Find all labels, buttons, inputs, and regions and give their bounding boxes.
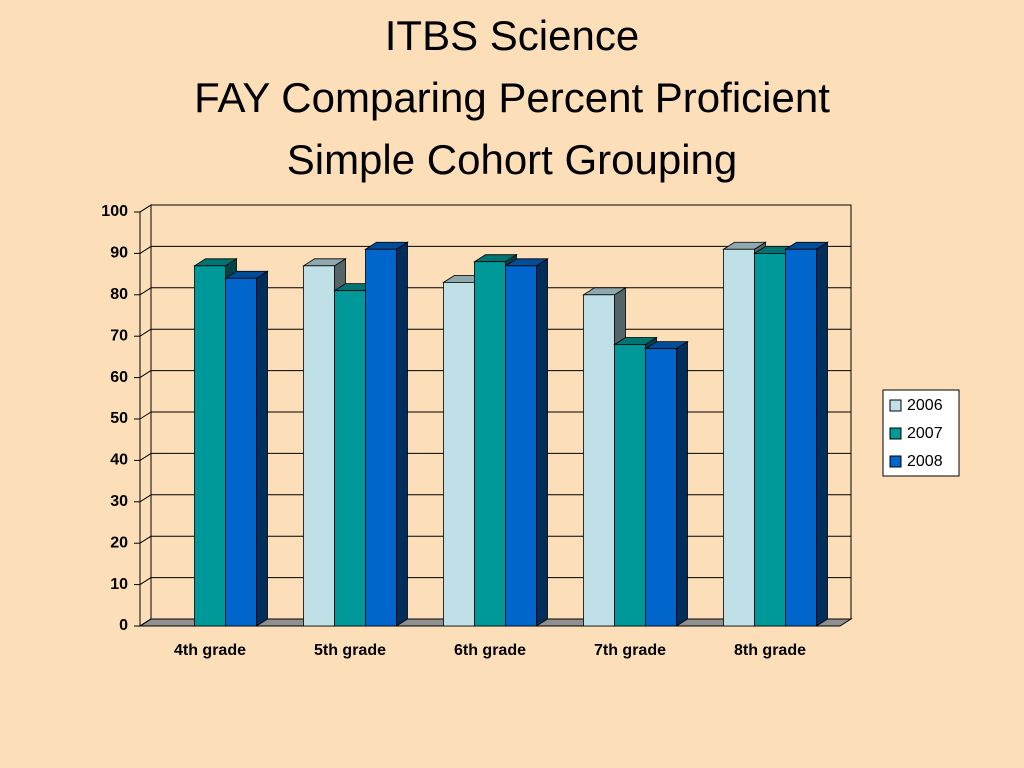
y-tick-label: 50 [110,410,128,427]
bar [785,248,817,627]
y-tick-label: 100 [101,203,128,220]
chart-title: FAY Comparing Percent Proficient [194,74,830,121]
bar [723,248,755,627]
bar-side [396,241,408,627]
legend-label: 2007 [907,425,943,442]
bar [505,265,537,627]
y-tick-label: 30 [110,493,128,510]
grid-line [139,535,152,544]
y-tick-label: 0 [119,617,128,634]
bar [754,252,786,627]
bar [474,261,506,627]
grid-line [139,287,152,296]
bar-side [816,241,828,627]
grid-line [139,618,152,627]
bar [614,344,646,627]
legend-swatch [889,455,902,468]
x-tick-label: 4th grade [174,642,246,659]
grid-line [139,452,152,461]
bar [583,294,615,627]
x-tick-label: 7th grade [594,642,666,659]
bar [645,348,677,627]
grid-line [139,328,152,337]
y-tick-label: 70 [110,327,128,344]
y-tick-label: 60 [110,369,128,386]
chart-title: ITBS Science [385,12,639,59]
grid-line [139,370,152,379]
x-tick-label: 8th grade [734,642,806,659]
y-tick-label: 20 [110,534,128,551]
bar [443,281,475,627]
bar-side [256,270,268,627]
x-tick-label: 6th grade [454,642,526,659]
grid-line [139,245,152,254]
bar [303,265,335,627]
bar [334,290,366,627]
bar [225,277,257,627]
legend-label: 2006 [907,397,943,414]
chart-title: Simple Cohort Grouping [287,136,738,183]
bar [194,265,226,627]
grid-line [139,411,152,420]
bar-side [676,340,688,627]
y-tick-label: 80 [110,286,128,303]
legend-label: 2008 [907,453,943,470]
grid-line [139,577,152,586]
y-tick-label: 10 [110,576,128,593]
x-tick-label: 5th grade [314,642,386,659]
bar-side [536,258,548,627]
legend-swatch [889,427,902,440]
grid-line [139,204,152,213]
bar [365,248,397,627]
legend-swatch [889,399,902,412]
grid-line [139,494,152,503]
y-tick-label: 90 [110,245,128,262]
y-tick-label: 40 [110,452,128,469]
